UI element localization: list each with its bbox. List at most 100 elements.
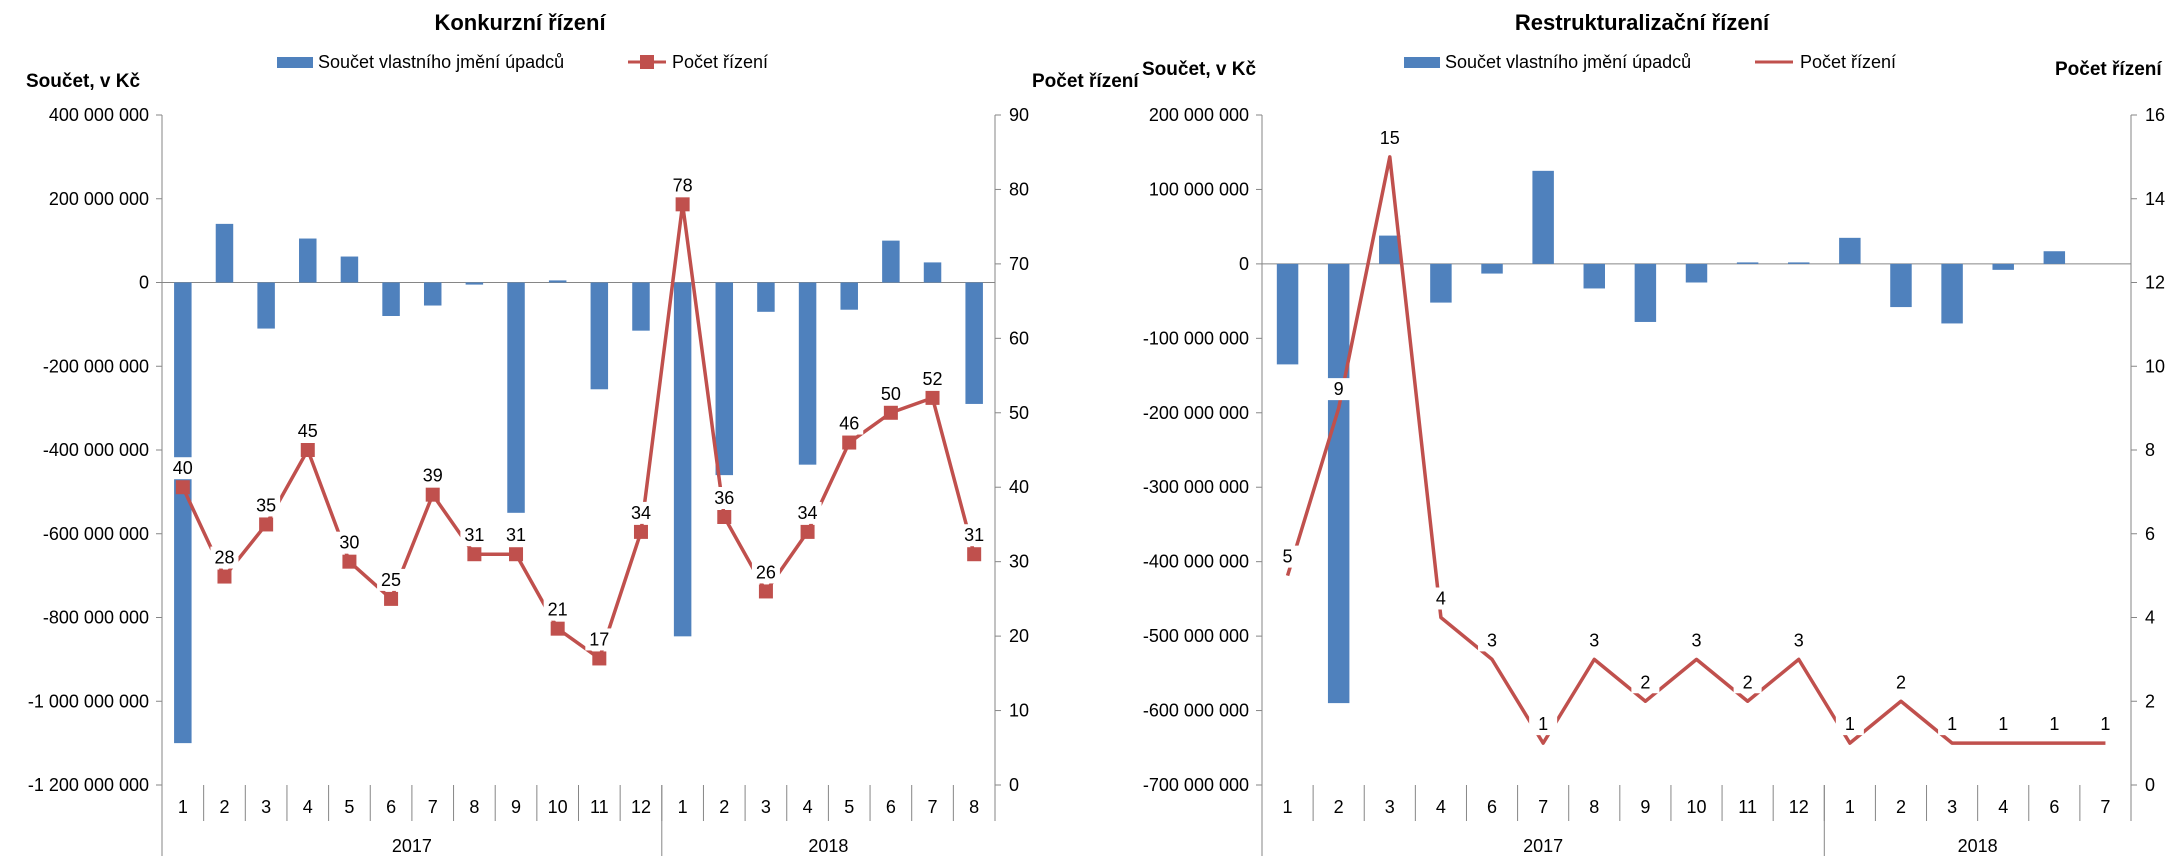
data-label-bg <box>1784 629 1813 652</box>
bar <box>423 282 442 306</box>
data-label-bg <box>168 457 197 480</box>
bar <box>1685 263 1708 283</box>
left-axis-title: Součet, v Kč <box>1142 59 1256 80</box>
left-tick-label: -400 000 000 <box>1143 552 1249 572</box>
restruktur-chart: Restrukturalizační řízení Součet, v Kč Poč… <box>1142 10 2165 856</box>
left-tick-label: -1 000 000 000 <box>28 691 149 711</box>
konkurz-chart: Konkurzní řízení Součet, v Kč Počet řízení… <box>26 10 1139 856</box>
data-label-bg <box>1989 713 2018 736</box>
category-label: 9 <box>1640 797 1650 817</box>
category-label: 10 <box>1686 797 1706 817</box>
left-tick-label: -200 000 000 <box>1143 403 1249 423</box>
data-label-bg <box>793 501 822 524</box>
bar <box>382 282 400 316</box>
category-label: 12 <box>1789 797 1809 817</box>
right-tick-label: 6 <box>2145 524 2155 544</box>
category-label: 8 <box>469 797 479 817</box>
right-tick-label: 0 <box>2145 775 2155 795</box>
data-label-bg <box>418 464 447 487</box>
data-label-bg <box>668 174 697 197</box>
category-label: 4 <box>303 797 313 817</box>
data-label: 15 <box>1380 128 1400 148</box>
bar <box>1890 263 1912 308</box>
bar <box>965 282 983 404</box>
right-axis-title: Počet řízení <box>2055 59 2162 80</box>
category-label: 4 <box>803 797 813 817</box>
category-label: 8 <box>1589 797 1599 817</box>
category-label: 9 <box>511 797 521 817</box>
bar <box>507 282 525 513</box>
data-label-bg <box>293 420 322 442</box>
legend-swatch-marker <box>640 55 654 69</box>
data-label: 2 <box>1896 672 1906 692</box>
bar <box>299 238 317 283</box>
data-label: 46 <box>839 414 859 434</box>
category-label: 7 <box>2100 797 2110 817</box>
category-label: 6 <box>2049 797 2059 817</box>
data-label-bg <box>335 531 364 554</box>
left-tick-label: -500 000 000 <box>1143 626 1249 646</box>
count-marker <box>425 487 440 502</box>
legend-swatch-bar <box>1404 57 1440 68</box>
chart-title: Restrukturalizační řízení <box>1515 10 1770 35</box>
left-tick-label: -300 000 000 <box>1143 477 1249 497</box>
bar <box>757 282 775 312</box>
data-label: 34 <box>798 503 818 523</box>
data-label-bg <box>1733 671 1762 694</box>
count-marker <box>467 547 482 562</box>
left-tick-label: 100 000 000 <box>1149 179 1249 199</box>
left-tick-label: -200 000 000 <box>43 356 149 376</box>
right-tick-label: 4 <box>2145 608 2155 628</box>
count-marker <box>509 547 524 562</box>
left-tick-label: -600 000 000 <box>1143 701 1249 721</box>
count-marker <box>758 584 773 599</box>
bar <box>632 282 650 331</box>
data-label: 1 <box>2049 714 2059 734</box>
year-label: 2018 <box>1958 836 1998 856</box>
data-label: 9 <box>1334 379 1344 399</box>
category-label: 3 <box>261 797 271 817</box>
data-label: 34 <box>631 503 651 523</box>
data-label: 28 <box>214 548 234 568</box>
count-marker <box>259 517 274 532</box>
category-label: 11 <box>1738 797 1757 817</box>
bar <box>840 282 858 310</box>
data-label: 3 <box>1589 630 1599 650</box>
data-label: 31 <box>464 525 484 545</box>
category-label: 1 <box>678 797 688 817</box>
bar <box>1276 263 1299 365</box>
right-tick-label: 10 <box>2145 356 2165 376</box>
data-label: 39 <box>423 466 443 486</box>
left-tick-label: -1 200 000 000 <box>28 775 149 795</box>
category-label: 4 <box>1998 797 2008 817</box>
category-label: 1 <box>178 797 188 817</box>
data-label: 26 <box>756 562 776 582</box>
data-label: 17 <box>589 629 609 649</box>
bar <box>465 282 484 285</box>
count-marker <box>342 554 357 569</box>
data-label-bg <box>626 501 655 524</box>
count-marker <box>925 390 940 405</box>
category-label: 3 <box>1947 797 1957 817</box>
left-tick-label: -400 000 000 <box>43 440 149 460</box>
category-label: 8 <box>969 797 979 817</box>
legend-label-bar: Součet vlastního jmění úpadců <box>1445 52 1691 72</box>
bar <box>715 282 734 476</box>
bar <box>1327 263 1350 704</box>
data-label-bg <box>1938 713 1967 736</box>
data-label-bg <box>543 598 572 621</box>
data-label-bg <box>1324 378 1353 401</box>
category-label: 7 <box>1538 797 1548 817</box>
category-label: 6 <box>1487 797 1497 817</box>
left-axis-title: Součet, v Kč <box>26 71 140 92</box>
legend-label-line: Počet řízení <box>1800 52 1896 72</box>
category-label: 11 <box>590 797 609 817</box>
bar <box>1736 262 1759 264</box>
bar <box>548 280 567 283</box>
data-label: 2 <box>1640 672 1650 692</box>
count-marker <box>883 405 898 420</box>
data-label: 30 <box>339 533 359 553</box>
category-label: 7 <box>428 797 438 817</box>
data-label: 1 <box>1998 714 2008 734</box>
category-label: 3 <box>761 797 771 817</box>
